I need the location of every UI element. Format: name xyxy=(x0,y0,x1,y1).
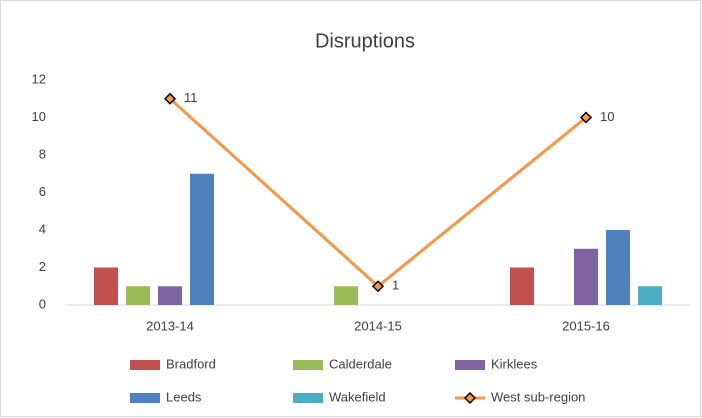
y-tick-label: 6 xyxy=(39,184,46,199)
bar xyxy=(606,230,630,305)
line-marker xyxy=(371,280,385,293)
x-tick-label: 2013-14 xyxy=(146,318,194,333)
legend-label: Kirklees xyxy=(491,356,538,371)
legend-swatch xyxy=(293,393,323,403)
x-tick-label: 2015-16 xyxy=(562,318,610,333)
line-marker xyxy=(163,92,177,105)
bar xyxy=(334,286,358,305)
bar xyxy=(126,286,150,305)
bar xyxy=(190,173,214,305)
bar xyxy=(510,267,534,305)
y-tick-label: 8 xyxy=(39,146,46,161)
legend-swatch xyxy=(293,360,323,370)
line-marker xyxy=(579,111,593,124)
y-tick-label: 12 xyxy=(32,71,46,86)
y-tick-label: 2 xyxy=(39,259,46,274)
bar xyxy=(158,286,182,305)
data-label: 11 xyxy=(184,90,198,105)
legend-swatch xyxy=(455,360,485,370)
legend-swatch xyxy=(130,393,160,403)
legend-label: Calderdale xyxy=(329,356,392,371)
chart-title: Disruptions xyxy=(315,30,415,52)
bar xyxy=(574,248,598,305)
legend-label: West sub-region xyxy=(491,389,585,404)
data-label: 1 xyxy=(392,278,399,293)
bar xyxy=(94,267,118,305)
legend-label: Bradford xyxy=(166,356,216,371)
data-label: 10 xyxy=(600,109,614,124)
legend-label: Leeds xyxy=(166,389,202,404)
legend-marker xyxy=(463,391,477,405)
bar xyxy=(638,286,662,305)
y-tick-label: 10 xyxy=(32,109,46,124)
legend-label: Wakefield xyxy=(329,389,386,404)
x-tick-label: 2014-15 xyxy=(354,318,402,333)
y-tick-label: 0 xyxy=(39,296,46,311)
y-tick-label: 4 xyxy=(39,221,46,236)
legend-swatch xyxy=(130,360,160,370)
